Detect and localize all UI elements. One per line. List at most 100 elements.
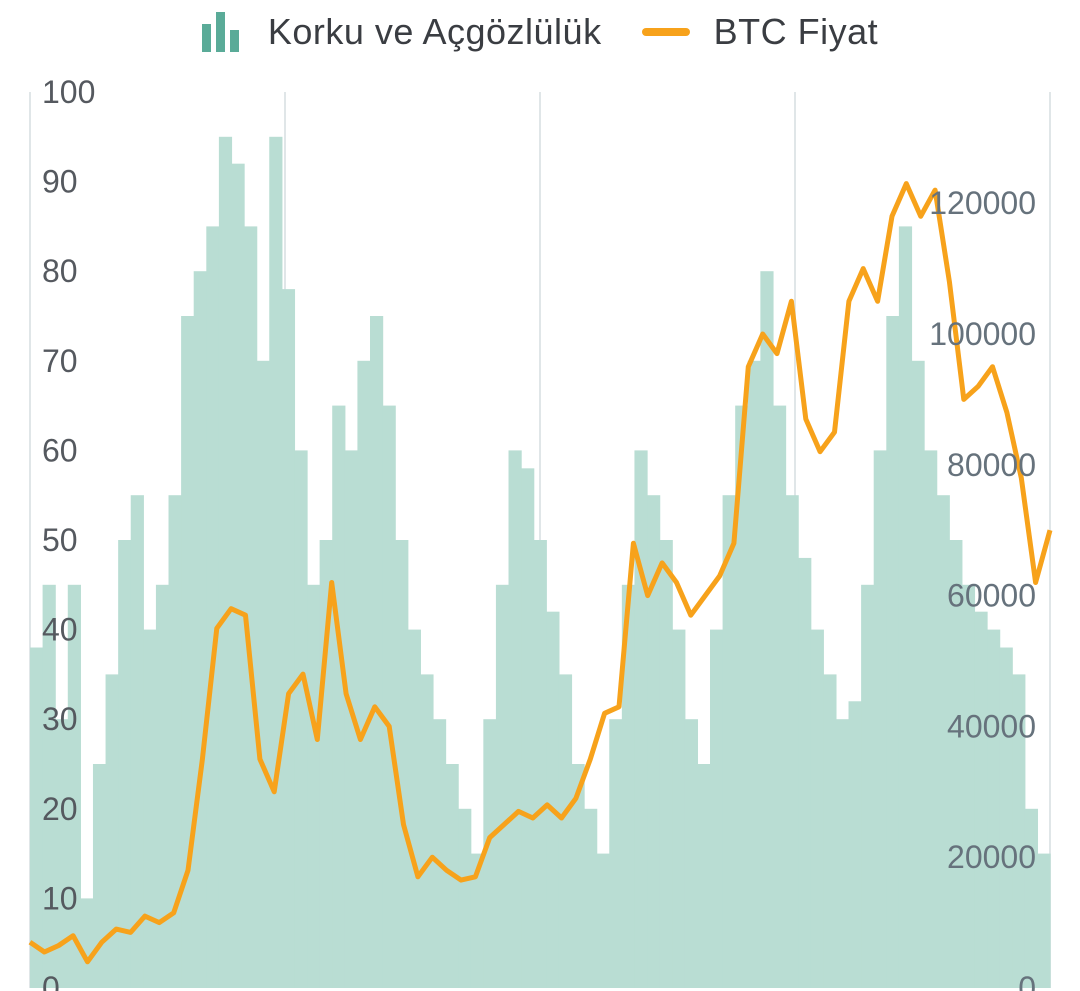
left-tick-label: 90 xyxy=(42,164,78,200)
fear-greed-bar xyxy=(1037,853,1051,988)
fear-greed-bar xyxy=(772,405,787,989)
left-tick-label: 20 xyxy=(42,791,78,827)
fear-greed-bar xyxy=(848,701,862,988)
fear-greed-bar xyxy=(382,405,396,989)
fear-greed-bar xyxy=(546,611,560,988)
fear-greed-bar xyxy=(42,584,56,988)
legend-label-btc: BTC Fiyat xyxy=(713,11,879,52)
fear-greed-bar xyxy=(307,584,321,988)
btc-price-path xyxy=(28,181,1053,965)
fear-greed-bar xyxy=(332,405,346,989)
fear-greed-bar xyxy=(672,629,686,988)
fear-greed-bar xyxy=(584,808,598,988)
line-swatch-icon xyxy=(641,28,690,36)
fear-greed-bar xyxy=(130,495,144,988)
fear-greed-bar xyxy=(483,719,497,988)
fear-greed-bar xyxy=(206,226,220,988)
fear-greed-bar xyxy=(55,719,69,988)
left-tick-label: 30 xyxy=(42,701,78,737)
right-tick-label: 0 xyxy=(1018,970,1036,991)
fear-greed-bar xyxy=(571,764,585,988)
right-tick-label: 100000 xyxy=(929,316,1036,352)
fear-greed-bar xyxy=(92,764,107,988)
fear-greed-bar xyxy=(407,629,421,988)
fear-greed-bar xyxy=(118,540,132,988)
fear-greed-bar xyxy=(886,316,900,988)
legend-item-fear-greed[interactable]: Korku ve Açgözlülük xyxy=(201,11,602,53)
fear-greed-bar xyxy=(810,629,824,988)
fear-greed-bar xyxy=(760,271,774,988)
fear-greed-bar xyxy=(596,853,610,988)
fear-greed-bar xyxy=(495,584,510,988)
fear-greed-bar xyxy=(281,289,296,988)
fear-greed-bar xyxy=(1012,674,1026,988)
legend-label-fear-greed: Korku ve Açgözlülük xyxy=(267,11,602,52)
fear-greed-bar xyxy=(218,136,233,989)
fear-greed-bar xyxy=(294,450,308,988)
right-tick-label: 40000 xyxy=(947,708,1036,744)
fear-greed-bar xyxy=(344,450,359,988)
fear-greed-bar xyxy=(735,405,749,989)
fear-greed-bar xyxy=(634,450,648,988)
fear-greed-bar xyxy=(80,898,94,988)
fear-greed-bar xyxy=(181,316,195,988)
fear-greed-bar xyxy=(823,674,837,988)
fear-greed-bar xyxy=(609,719,623,988)
left-tick-label: 50 xyxy=(42,522,78,558)
fear-greed-bar xyxy=(898,226,913,988)
fear-greed-bar xyxy=(420,674,434,988)
right-tick-label: 60000 xyxy=(947,578,1036,614)
fear-greed-bar xyxy=(861,584,875,988)
fear-greed-bar xyxy=(357,360,371,988)
fear-greed-bar xyxy=(936,495,950,988)
fear-greed-bar xyxy=(961,584,976,988)
fear-greed-bar xyxy=(710,629,724,988)
left-tick-label: 60 xyxy=(42,432,78,468)
fear-greed-bar xyxy=(999,647,1013,988)
fear-greed-bar xyxy=(105,674,119,988)
fear-greed-bar xyxy=(659,540,673,988)
fear-greed-bar xyxy=(798,557,812,988)
btc-price-line xyxy=(28,181,1053,965)
fear-greed-bar xyxy=(256,360,270,988)
fear-greed-bar xyxy=(621,584,636,988)
left-tick-label: 0 xyxy=(42,970,60,991)
fear-greed-bar xyxy=(1024,808,1039,988)
fear-greed-bar xyxy=(533,540,547,988)
left-tick-label: 40 xyxy=(42,612,78,648)
left-tick-label: 80 xyxy=(42,253,78,289)
chart-legend: Korku ve Açgözlülük BTC Fiyat xyxy=(0,8,1080,56)
left-tick-label: 70 xyxy=(42,343,78,379)
fear-greed-bar xyxy=(697,764,711,988)
fear-greed-bar xyxy=(432,719,447,988)
right-tick-label: 120000 xyxy=(929,185,1036,221)
fear-greed-bar xyxy=(193,271,207,988)
left-tick-label: 100 xyxy=(42,74,95,110)
fear-greed-bar xyxy=(521,468,535,988)
fear-greed-bar xyxy=(269,136,283,989)
fear-greed-bar xyxy=(684,719,699,988)
fear-greed-bar xyxy=(458,808,472,988)
fear-greed-bar xyxy=(470,853,484,988)
fear-greed-bar xyxy=(911,360,925,988)
fear-greed-bar xyxy=(949,540,963,988)
fear-greed-bar xyxy=(722,495,736,988)
fear-greed-bar xyxy=(924,450,938,988)
legend-item-btc[interactable]: BTC Fiyat xyxy=(641,11,879,53)
fear-greed-bar xyxy=(155,584,170,988)
bar-chart-icon xyxy=(201,12,244,52)
right-tick-label: 80000 xyxy=(947,447,1036,483)
right-tick-label: 20000 xyxy=(947,839,1036,875)
fear-greed-bar xyxy=(987,629,1001,988)
fear-greed-bar xyxy=(168,495,182,988)
fear-greed-bar xyxy=(785,495,799,988)
left-axis: 0 10 20 30 40 50 60 70 80 90 100 xyxy=(42,74,95,991)
fear-greed-bar xyxy=(395,540,409,988)
fear-greed-bar xyxy=(508,450,522,988)
fear-greed-bar xyxy=(244,226,258,988)
fear-greed-bar xyxy=(974,611,988,988)
fear-greed-bar xyxy=(67,584,81,988)
fear-greed-bar xyxy=(558,674,573,988)
fear-greed-area xyxy=(30,136,1051,989)
